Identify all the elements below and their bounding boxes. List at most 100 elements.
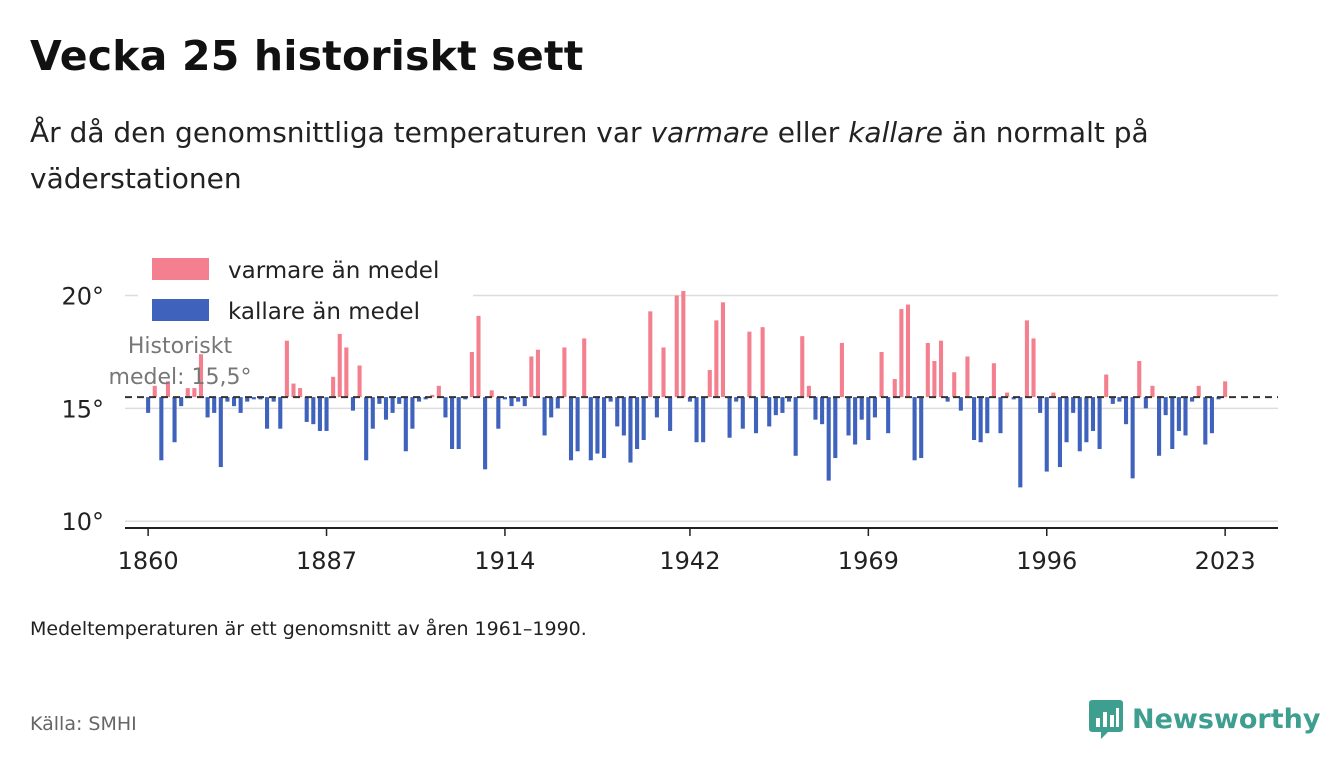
x-tick-label: 1914 [474, 547, 535, 575]
bar [390, 397, 395, 413]
bar [436, 385, 441, 398]
legend-label: varmare än medel [228, 258, 439, 284]
y-tick-label: 15° [61, 395, 104, 423]
bar [258, 397, 263, 400]
x-tick-label: 1996 [1016, 547, 1077, 575]
temperature-bar-chart: 10° 15° 20° 1860 1887 1914 1942 1969 1996 2023 His… [61, 258, 1278, 575]
bar [416, 397, 422, 402]
bar [331, 376, 336, 398]
bar [291, 383, 296, 398]
bar [608, 397, 613, 402]
brand-logo[interactable]: Newsworthy [1088, 698, 1320, 740]
bar [958, 397, 963, 411]
bar [1038, 397, 1043, 413]
bar [324, 397, 329, 431]
bar [344, 347, 349, 398]
bar [872, 397, 877, 418]
bar [1157, 397, 1162, 456]
bar [1190, 397, 1195, 402]
bar [919, 397, 924, 459]
bar [866, 397, 871, 440]
bar [1176, 397, 1181, 431]
bar [694, 397, 699, 443]
bar [588, 397, 593, 461]
subtitle-text-2: eller [768, 116, 849, 149]
bar [839, 342, 844, 398]
bar [1170, 397, 1175, 450]
bar [1057, 397, 1063, 468]
bar [720, 302, 726, 398]
legend-swatch [152, 299, 209, 321]
x-tick-label: 1942 [659, 547, 720, 575]
bar [635, 397, 640, 450]
bar [284, 340, 289, 398]
bar [1011, 397, 1016, 400]
bar [582, 338, 587, 398]
bar [172, 397, 177, 443]
bar [377, 397, 382, 404]
bar [456, 397, 461, 450]
bar [1064, 397, 1069, 443]
bar [304, 397, 309, 422]
bar [1024, 320, 1029, 398]
x-tick-label: 1887 [296, 547, 357, 575]
bar [575, 397, 580, 452]
bar [1071, 397, 1076, 413]
bar [833, 397, 838, 459]
bar [661, 347, 666, 398]
bar [1209, 397, 1214, 434]
bar [549, 397, 554, 418]
bar [621, 397, 626, 436]
bar [311, 397, 316, 425]
bar [146, 397, 151, 413]
bar [350, 397, 356, 411]
bar [317, 397, 322, 431]
bar [985, 397, 990, 434]
bar [1077, 397, 1082, 452]
bar [1203, 397, 1208, 445]
bar [952, 372, 957, 398]
bar [1137, 360, 1142, 398]
brand-name: Newsworthy [1132, 703, 1321, 735]
bar [767, 397, 772, 427]
bar [853, 397, 858, 445]
bar [271, 397, 276, 402]
newsworthy-logo-icon [1089, 700, 1123, 739]
bar [364, 397, 369, 461]
bar [535, 349, 541, 398]
bar [1005, 392, 1010, 398]
bar [1097, 397, 1102, 450]
subtitle-text-1: År då den genomsnittliga temperaturen va… [30, 116, 651, 149]
bar [1130, 397, 1135, 479]
bar [813, 397, 818, 420]
bar [159, 397, 164, 461]
bar [668, 397, 673, 431]
bar [1216, 397, 1221, 400]
bar [1104, 374, 1109, 398]
bar [899, 309, 904, 398]
subtitle-warm-word: varmare [650, 116, 769, 149]
bar [1110, 397, 1115, 404]
bar [747, 331, 752, 398]
bar [972, 397, 977, 440]
bar [641, 397, 646, 440]
bar [192, 388, 197, 398]
bar [806, 385, 811, 398]
bar [562, 347, 567, 398]
bar [681, 291, 686, 398]
bar [701, 397, 706, 443]
baseline-label: medel: 15,5° [109, 365, 252, 390]
bar [423, 397, 428, 400]
bar [773, 397, 778, 416]
bar [212, 397, 217, 413]
bar [476, 315, 481, 398]
bar [152, 385, 157, 398]
bar [165, 381, 170, 398]
bar [628, 397, 633, 463]
bar [298, 388, 303, 398]
bar [225, 397, 230, 402]
bar [727, 397, 732, 438]
bar [886, 397, 891, 434]
bar [1117, 397, 1122, 402]
bar [760, 327, 765, 398]
